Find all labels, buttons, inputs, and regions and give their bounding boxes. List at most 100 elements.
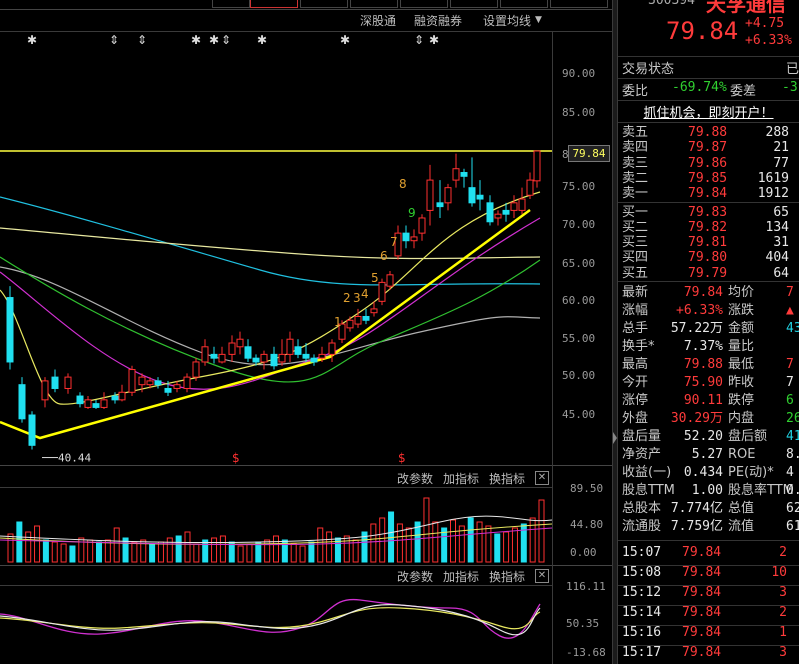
- event-star-icon: ⇕: [109, 33, 119, 47]
- stat-value: 57.22万: [670, 321, 723, 336]
- volume-bar: [299, 545, 306, 563]
- event-star-icon: ✱: [191, 33, 201, 47]
- volume-bar: [157, 541, 164, 563]
- stat-label: 总股本: [622, 501, 662, 516]
- candle-body: [201, 346, 209, 363]
- ask-row: 卖一 79.84 1912: [618, 186, 799, 201]
- candle-body: [164, 387, 172, 393]
- ind2-axis-label: -13.68: [566, 646, 606, 659]
- tick-row: 15:14 79.84 2: [618, 605, 799, 625]
- stat-value: ▲: [786, 303, 794, 318]
- ind2-close-icon[interactable]: ✕: [535, 569, 549, 583]
- level-volume: 288: [765, 125, 789, 140]
- tick-volume: 1: [779, 625, 787, 640]
- level-price: 79.83: [688, 204, 728, 220]
- count-label: 4: [361, 287, 369, 301]
- volume-bar: [352, 539, 359, 563]
- weicha-value: -3: [782, 80, 798, 95]
- bid-row: 买一 79.83 65: [618, 205, 799, 220]
- stat-label: 最新: [622, 285, 649, 300]
- ind1-edit-params[interactable]: 改参数: [397, 472, 434, 486]
- stat-value: 7: [786, 375, 794, 390]
- ind2-switch-indicator[interactable]: 换指标: [489, 570, 526, 584]
- candle-body: [318, 353, 326, 359]
- ind1-close-icon[interactable]: ✕: [535, 471, 549, 485]
- event-star-icon: ⇕: [221, 33, 231, 47]
- quote-panel: 300394 天孚通信 79.84 +4.75 +6.33% 交易状态 已 委比…: [618, 0, 799, 664]
- volume-bar: [308, 541, 315, 563]
- tab-monthly[interactable]: [350, 0, 398, 8]
- candle-body: [286, 338, 294, 355]
- stat-value: 7: [786, 285, 794, 300]
- tab-more4[interactable]: [550, 0, 608, 8]
- ind1-add-indicator[interactable]: 加指标: [443, 472, 480, 486]
- indicator1-chart[interactable]: [0, 488, 552, 564]
- tick-time: 15:14: [622, 605, 662, 620]
- tab-fenshi[interactable]: [212, 0, 250, 8]
- chart-area[interactable]: 深股通 融资融券 设置均线 ▼ 40.44 1 2 3 4 5 6 7 8 9 $ $ ✱ ⇕ ⇕ ✱ ✱ ⇕ ✱ ✱…: [0, 0, 612, 664]
- tab-weekly[interactable]: [300, 0, 348, 8]
- tab-daily[interactable]: [250, 0, 298, 8]
- stat-label: 涨幅: [622, 303, 649, 318]
- open-account-promo[interactable]: 抓住机会，即刻开户！: [643, 106, 774, 121]
- tick-time: 15:17: [622, 645, 662, 660]
- indicator2-chart[interactable]: [0, 586, 552, 664]
- level-volume: 77: [773, 155, 789, 171]
- ind1-switch-indicator[interactable]: 换指标: [489, 472, 526, 486]
- stat-label: 流值: [728, 519, 755, 534]
- tick-volume: 3: [779, 585, 787, 600]
- stat-label: 流通股: [622, 519, 662, 534]
- stat-label: 涨跌: [728, 303, 755, 318]
- tick-volume: 2: [779, 545, 787, 560]
- tab-more2[interactable]: [450, 0, 498, 8]
- candle-body: [502, 209, 510, 215]
- last-price: 79.84: [666, 17, 739, 45]
- stat-value: 7.37%: [683, 339, 723, 354]
- candle-body: [476, 194, 484, 200]
- stat-label: 盘后额: [728, 429, 768, 444]
- ma-line-gray: [0, 266, 541, 366]
- volume-bar: [405, 527, 412, 563]
- candle-body: [138, 376, 146, 386]
- price-axis-label: 90.00: [562, 67, 596, 80]
- chevron-down-icon[interactable]: ▼: [535, 15, 542, 25]
- s-marker: $: [398, 451, 406, 465]
- stat-row: 最新 79.84 均价 7: [618, 284, 799, 302]
- candle-body: [328, 342, 336, 355]
- level-volume: 134: [765, 219, 789, 235]
- weicha-label: 委差: [730, 84, 757, 99]
- volume-bar: [113, 527, 120, 563]
- candle-body: [436, 202, 444, 208]
- collapse-arrow-icon[interactable]: [613, 432, 617, 444]
- toolbar-ma-settings[interactable]: 设置均线: [483, 14, 532, 28]
- volume-bar: [16, 521, 23, 563]
- candle-body: [183, 376, 191, 389]
- tick-price: 79.84: [682, 545, 722, 560]
- volume-bar: [51, 541, 58, 563]
- tick-price: 79.84: [682, 625, 722, 640]
- panel-splitter[interactable]: [612, 0, 618, 664]
- trade-status-value: 已: [786, 62, 799, 77]
- bid-row: 买五 79.79 64: [618, 266, 799, 281]
- ask-row: 卖五 79.88 288: [618, 125, 799, 140]
- tick-price: 79.84: [682, 605, 722, 620]
- candle-body: [278, 353, 286, 363]
- toolbar-rzrq[interactable]: 融资融券: [414, 14, 463, 28]
- count-label: 3: [353, 291, 361, 305]
- volume-bar: [538, 499, 545, 563]
- count-label: 5: [371, 271, 379, 285]
- tab-more3[interactable]: [500, 0, 548, 8]
- volume-bar: [184, 531, 191, 563]
- volume-bar: [202, 539, 209, 563]
- ind2-add-indicator[interactable]: 加指标: [443, 570, 480, 584]
- tab-more1[interactable]: [400, 0, 448, 8]
- stat-label: 股息TTM: [622, 483, 675, 498]
- kdj-j-line: [0, 598, 541, 639]
- ind2-edit-params[interactable]: 改参数: [397, 570, 434, 584]
- volume-bar: [7, 533, 14, 563]
- toolbar-sgt[interactable]: 深股通: [360, 14, 397, 28]
- candle-body: [362, 315, 370, 321]
- ind1-axis-label: 44.80: [570, 518, 604, 531]
